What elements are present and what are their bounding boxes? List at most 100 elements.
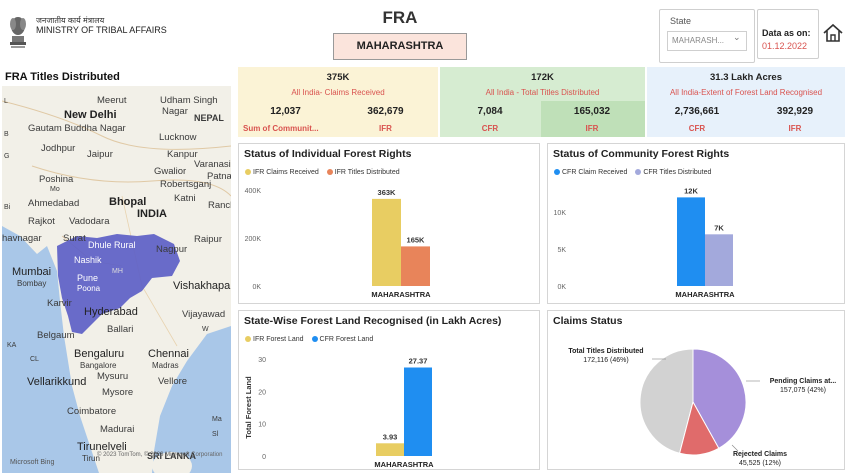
state-filter-dropdown[interactable]: MAHARASH... — [667, 31, 747, 51]
map-label: Tirunelveli — [77, 441, 127, 453]
legend-swatch — [326, 169, 333, 175]
map-label: Jodhpur — [41, 143, 76, 154]
claims-pie-chart[interactable]: Total Titles Distributed 172,116 (46%) Pen… — [548, 311, 844, 469]
kpi-subtitle: All India-Extent of Forest Land Recognis… — [669, 88, 823, 97]
kpi-left-tag: CFR — [481, 124, 499, 133]
pie-slice — [678, 400, 720, 456]
map-label: Vishakhapa — [173, 280, 231, 292]
pie-slice-value: 157,075 (42%) — [780, 387, 826, 394]
map-label: W — [202, 326, 209, 333]
map-label: Bi — [4, 204, 11, 211]
legend-swatch — [554, 169, 560, 175]
map-label: havnagar — [2, 233, 42, 244]
y-tick-label: 10K — [554, 210, 567, 217]
map-label: Katni — [174, 193, 196, 204]
kpi-highlight-cell — [541, 101, 645, 137]
map-label: Patna — [207, 171, 231, 182]
map-label: Ranch — [208, 200, 231, 211]
map-label: Meerut — [97, 95, 127, 106]
data-as-on-date: 01.12.2022 — [762, 41, 808, 51]
y-tick-label: 200K — [245, 236, 262, 243]
panel-title: Status of Community Forest Rights — [553, 148, 730, 160]
maharashtra-region[interactable] — [57, 234, 180, 334]
pie-slice-value: 45,525 (12%) — [739, 460, 781, 467]
legend-label: IFR Titles Distributed — [334, 169, 400, 176]
state-emblem-icon — [10, 17, 26, 48]
y-tick-label: 20 — [258, 389, 266, 396]
bar-data-label: 165K — [407, 235, 426, 244]
map-label: Rajkot — [28, 216, 55, 227]
map-label: Mumbai — [12, 266, 52, 278]
legend-swatch — [635, 169, 642, 175]
y-axis-title: Total Forest Land — [244, 376, 253, 439]
ifr-bar-chart[interactable]: 0K 200K 400K 363K 165K MAHARASHTRA — [239, 184, 539, 302]
map-label: Udham Singh — [160, 95, 218, 106]
selected-state-button[interactable]: MAHARASHTRA — [333, 33, 467, 60]
legend-label: CFR Titles Distributed — [643, 169, 712, 176]
map-label: Vijayawad — [182, 309, 226, 320]
bar-data-label: 12K — [684, 186, 698, 195]
kpi-card-titles: 172K All India - Total Titles Distribute… — [440, 67, 645, 137]
bar — [677, 197, 705, 286]
map-label: Ma — [212, 416, 222, 423]
legend-label: CFR Claim Received — [562, 169, 628, 176]
map-label: SRI LANKA — [147, 451, 196, 461]
map-canvas — [2, 86, 231, 473]
kpi-left-value: 2,736,661 — [674, 106, 720, 117]
map-label: Belgaum — [37, 330, 75, 341]
x-tick-label: MAHARASHTRA — [371, 290, 431, 299]
bar — [401, 246, 430, 286]
y-tick-label: 5K — [557, 247, 566, 254]
map-label: CL — [30, 356, 39, 363]
header: जनजातीय कार्य मंत्रालय MINISTRY OF TRIBA… — [0, 0, 850, 66]
kpi-headline: 31.3 Lakh Acres — [710, 72, 782, 83]
ministry-name: MINISTRY OF TRIBAL AFFAIRS — [36, 25, 167, 35]
map-label: Karvir — [47, 298, 72, 309]
forest-land-panel: State-Wise Forest Land Recognised (in La… — [238, 310, 540, 470]
map-label: Vellarikkund — [27, 376, 87, 388]
map-label: Nagar — [162, 106, 188, 117]
india-map[interactable]: Meerut Udham Singh Nagar New Delhi NEPAL… — [2, 86, 231, 473]
map-label: B — [4, 131, 9, 138]
map-label: Tirun — [82, 454, 100, 463]
map-label: Madras — [152, 361, 179, 370]
x-tick-label: MAHARASHTRA — [675, 290, 735, 299]
pie-slice-value: 172,116 (46%) — [583, 357, 628, 364]
y-tick-label: 10 — [258, 422, 266, 429]
map-label: KA — [7, 342, 17, 349]
chevron-down-icon[interactable]: ⌄ — [733, 32, 741, 42]
state-filter-label: State — [670, 16, 692, 26]
map-label: New Delhi — [64, 109, 117, 121]
map-label: Mysore — [102, 387, 134, 398]
kpi-right-tag: IFR — [585, 124, 599, 133]
legend-label: IFR Forest Land — [253, 336, 304, 343]
legend-swatch — [311, 336, 318, 342]
home-icon[interactable] — [822, 22, 844, 44]
cfr-bar-chart[interactable]: 0K 5K 10K 12K 7K MAHARASHTRA — [548, 184, 844, 302]
kpi-subtitle: All India- Claims Received — [291, 88, 385, 97]
map-label: Coimbatore — [67, 406, 117, 417]
ifr-status-panel: Status of Individual Forest Rights IFR C… — [238, 143, 540, 304]
bar-data-label: 3.93 — [383, 432, 398, 441]
map-label: INDIA — [137, 208, 167, 220]
map-label: Poona — [77, 284, 101, 293]
y-tick-label: 0K — [252, 284, 261, 291]
kpi-card-land: 31.3 Lakh Acres All India-Extent of Fore… — [647, 67, 845, 137]
bar — [372, 198, 401, 286]
pie-slice-label: Rejected Claims — [733, 451, 787, 458]
map-label: Mysuru — [97, 371, 129, 382]
cfr-status-panel: Status of Community Forest Rights CFR Cl… — [547, 143, 845, 304]
map-attribution[interactable]: Microsoft Bing — [10, 459, 55, 466]
map-label: Lucknow — [159, 132, 197, 143]
panel-title: Status of Individual Forest Rights — [244, 148, 412, 160]
map-label: Gwalior — [154, 166, 187, 177]
kpi-headline: 172K — [531, 72, 554, 83]
legend-swatch — [245, 169, 251, 175]
state-filter-card — [659, 9, 755, 63]
kpi-left-value: 7,084 — [477, 106, 503, 117]
map-label: Surat — [63, 233, 86, 244]
legend-label: IFR Claims Received — [253, 169, 319, 176]
map-label: Bombay — [17, 279, 47, 288]
map-label: NEPAL — [194, 113, 224, 123]
forest-land-bar-chart[interactable]: 0 10 20 30 Total Forest Land 3.93 27.37 MAHARAS… — [239, 349, 539, 469]
